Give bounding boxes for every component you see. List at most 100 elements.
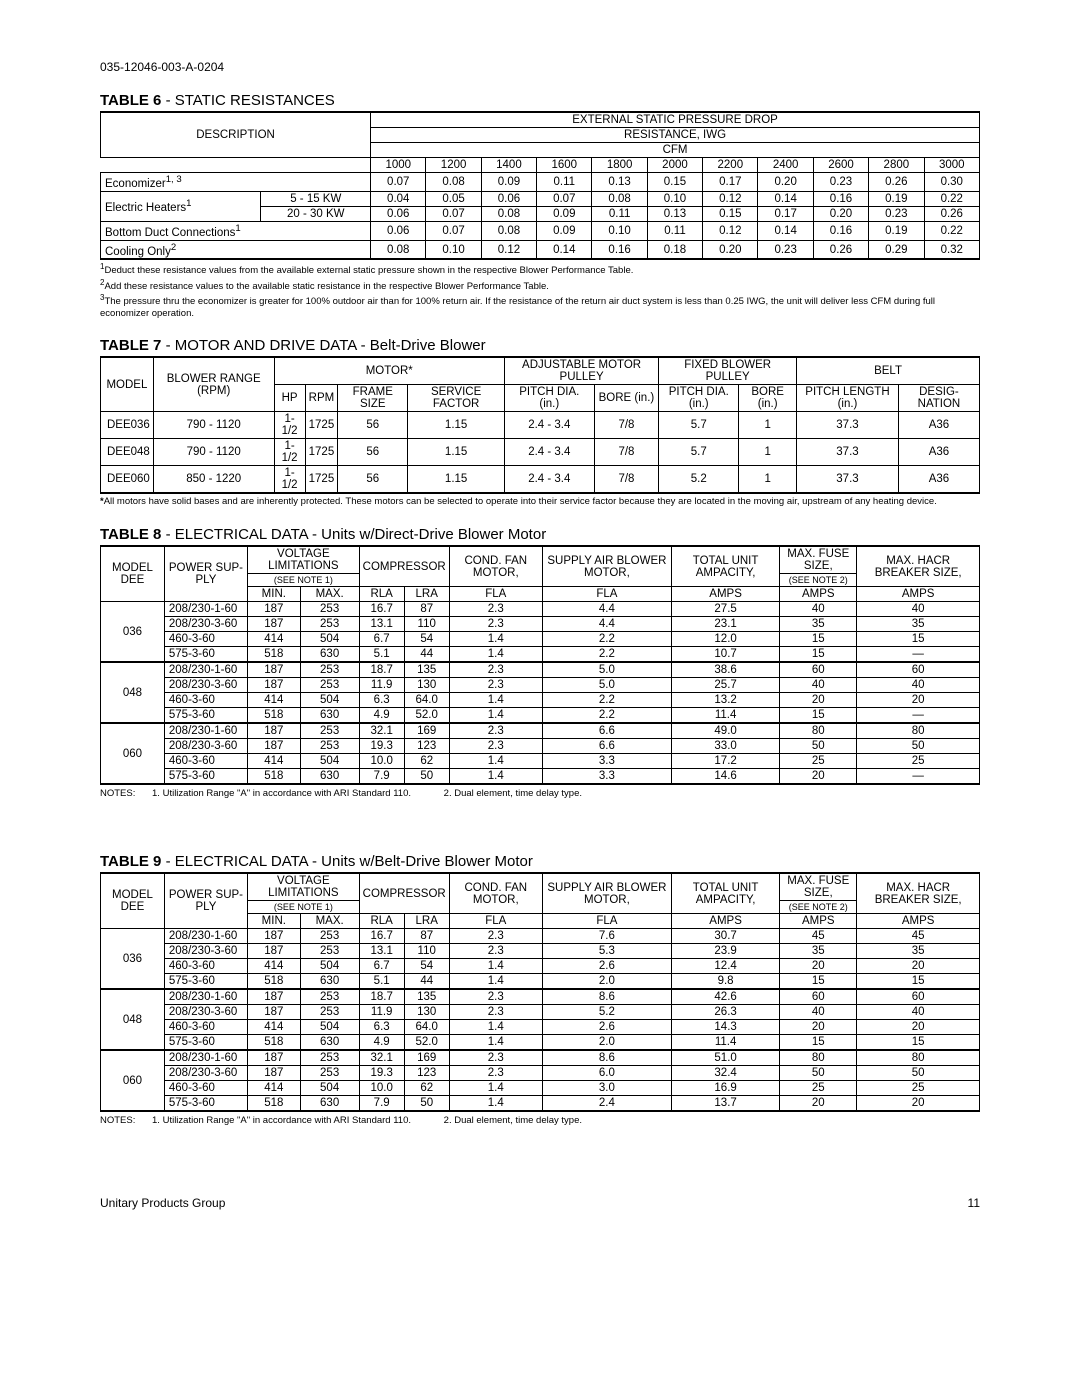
t7-h-model: MODEL bbox=[101, 357, 154, 412]
t6-val: 0.12 bbox=[481, 240, 536, 259]
model-cell: 060 bbox=[101, 723, 165, 784]
t6-val: 0.22 bbox=[924, 221, 979, 240]
t6-val: 0.26 bbox=[869, 173, 924, 192]
t7-h-sf: SERVICE FACTOR bbox=[408, 385, 505, 412]
table-row: 575-3-605186307.9501.42.413.72020 bbox=[101, 1096, 980, 1112]
t6-val: 0.26 bbox=[813, 240, 868, 259]
t6-val: 0.06 bbox=[481, 191, 536, 206]
t6-val: 0.10 bbox=[647, 191, 702, 206]
t7-h-fbore: BORE (in.) bbox=[739, 385, 797, 412]
t6-val: 0.14 bbox=[758, 221, 813, 240]
table-row: 575-3-605186305.1441.42.210.715— bbox=[101, 647, 980, 663]
t6-val: 0.19 bbox=[869, 191, 924, 206]
footer-left: Unitary Products Group bbox=[100, 1196, 225, 1210]
t6-val: 0.08 bbox=[481, 206, 536, 221]
t6-cfm-col: 3000 bbox=[924, 158, 979, 173]
table-row: Bottom Duct Connections10.060.070.080.09… bbox=[101, 221, 980, 240]
table6-title: TABLE 6 - STATIC RESISTANCES bbox=[100, 92, 980, 109]
table-row: 048208/230-1-6018725318.71352.35.038.660… bbox=[101, 662, 980, 678]
t7-h-plen: PITCH LENGTH (in.) bbox=[797, 385, 899, 412]
t6-val: 0.14 bbox=[537, 240, 592, 259]
t7-h-frame: FRAME SIZE bbox=[338, 385, 408, 412]
t6-cfm-col: 1600 bbox=[537, 158, 592, 173]
t7-h-fixed: FIXED BLOWER PULLEY bbox=[659, 357, 797, 385]
t7-h-fpitch: PITCH DIA. (in.) bbox=[659, 385, 739, 412]
t7-h-abore: BORE (in.) bbox=[594, 385, 659, 412]
t6-desc-header: DESCRIPTION bbox=[101, 112, 371, 158]
t7-h-desig: DESIG-NATION bbox=[898, 385, 979, 412]
t6-cfm-col: 1000 bbox=[371, 158, 426, 173]
t6-val: 0.16 bbox=[813, 191, 868, 206]
table-row: 460-3-604145046.364.01.42.213.22020 bbox=[101, 693, 980, 708]
t6-cfm-col: 1200 bbox=[426, 158, 481, 173]
t6-esp-header: EXTERNAL STATIC PRESSURE DROP bbox=[371, 112, 980, 128]
t6-val: 0.12 bbox=[703, 221, 758, 240]
table-row: Cooling Only20.080.100.120.140.160.180.2… bbox=[101, 240, 980, 259]
t6-val: 0.20 bbox=[758, 173, 813, 192]
t6-cfm-col: 2400 bbox=[758, 158, 813, 173]
table-row: DEE048790 - 11201-1/21725561.152.4 - 3.4… bbox=[101, 439, 980, 466]
table-row: 036208/230-1-6018725316.7872.37.630.7454… bbox=[101, 929, 980, 944]
t6-val: 0.08 bbox=[426, 173, 481, 192]
table7-footnote: *All motors have solid bases and are inh… bbox=[100, 496, 980, 508]
t6-desc: Bottom Duct Connections1 bbox=[101, 221, 371, 240]
t6-val: 0.23 bbox=[869, 206, 924, 221]
table-row: 208/230-3-6018725313.11102.34.423.13535 bbox=[101, 617, 980, 632]
table-row: 460-3-604145046.7541.42.612.42020 bbox=[101, 959, 980, 974]
model-cell: 048 bbox=[101, 989, 165, 1050]
model-cell: 048 bbox=[101, 662, 165, 723]
document-number: 035-12046-003-A-0204 bbox=[100, 60, 980, 74]
t6-cfm-col: 2800 bbox=[869, 158, 924, 173]
t6-cfm-col: 2600 bbox=[813, 158, 868, 173]
t6-val: 0.11 bbox=[592, 206, 647, 221]
model-cell: 060 bbox=[101, 1050, 165, 1111]
t6-val: 0.23 bbox=[813, 173, 868, 192]
t6-val: 0.16 bbox=[592, 240, 647, 259]
t6-val: 0.09 bbox=[537, 221, 592, 240]
t6-val: 0.10 bbox=[426, 240, 481, 259]
table7-motor-drive: MODEL BLOWER RANGE (RPM) MOTOR* ADJUSTAB… bbox=[100, 356, 980, 494]
table-row: 575-3-605186304.952.01.42.011.41515 bbox=[101, 1035, 980, 1051]
t6-val: 0.07 bbox=[537, 191, 592, 206]
t6-val: 0.15 bbox=[647, 173, 702, 192]
t6-val: 0.12 bbox=[703, 191, 758, 206]
t6-desc: Cooling Only2 bbox=[101, 240, 371, 259]
t6-val: 0.16 bbox=[813, 221, 868, 240]
footer-page-number: 11 bbox=[968, 1196, 980, 1210]
t6-val: 0.20 bbox=[813, 206, 868, 221]
table-row: Electric Heaters15 - 15 KW0.040.050.060.… bbox=[101, 191, 980, 206]
table-row: 036208/230-1-6018725316.7872.34.427.5404… bbox=[101, 602, 980, 617]
table-row: 575-3-605186305.1441.42.09.81515 bbox=[101, 974, 980, 990]
t6-val: 0.30 bbox=[924, 173, 979, 192]
table6-footnotes: 1Deduct these resistance values from the… bbox=[100, 262, 980, 319]
t6-val: 0.06 bbox=[371, 221, 426, 240]
table-row: 208/230-3-6018725311.91302.35.025.74040 bbox=[101, 678, 980, 693]
t7-h-apitch: PITCH DIA. (in.) bbox=[504, 385, 594, 412]
t7-h-hp: HP bbox=[274, 385, 305, 412]
table9-title: TABLE 9 - ELECTRICAL DATA - Units w/Belt… bbox=[100, 853, 980, 870]
t7-h-rpm: RPM bbox=[305, 385, 338, 412]
t6-val: 0.07 bbox=[371, 173, 426, 192]
table-row: 048208/230-1-6018725318.71352.38.642.660… bbox=[101, 989, 980, 1005]
table-row: Economizer1, 30.070.080.090.110.130.150.… bbox=[101, 173, 980, 192]
table-row: 460-3-6041450410.0621.43.016.92525 bbox=[101, 1081, 980, 1096]
t6-val: 0.07 bbox=[426, 221, 481, 240]
t6-desc: Electric Heaters1 bbox=[101, 191, 261, 221]
t6-val: 0.09 bbox=[481, 173, 536, 192]
table-row: 060208/230-1-6018725332.11692.38.651.080… bbox=[101, 1050, 980, 1066]
table7-title: TABLE 7 - MOTOR AND DRIVE DATA - Belt-Dr… bbox=[100, 337, 980, 354]
t6-resistance-header: RESISTANCE, IWG bbox=[371, 128, 980, 143]
t6-val: 0.05 bbox=[426, 191, 481, 206]
table-row: 575-3-605186304.952.01.42.211.415— bbox=[101, 708, 980, 724]
t6-val: 0.22 bbox=[924, 191, 979, 206]
t6-cfm-col: 1400 bbox=[481, 158, 536, 173]
model-cell: 036 bbox=[101, 929, 165, 990]
table-row: 208/230-3-6018725311.91302.35.226.34040 bbox=[101, 1005, 980, 1020]
table-row: 460-3-604145046.364.01.42.614.32020 bbox=[101, 1020, 980, 1035]
table-row: DEE060850 - 12201-1/21725561.152.4 - 3.4… bbox=[101, 466, 980, 494]
t6-val: 0.29 bbox=[869, 240, 924, 259]
table-row: 460-3-6041450410.0621.43.317.22525 bbox=[101, 754, 980, 769]
t7-h-motor: MOTOR* bbox=[274, 357, 504, 385]
t6-val: 0.09 bbox=[537, 206, 592, 221]
t6-desc2: 20 - 30 KW bbox=[261, 206, 371, 221]
